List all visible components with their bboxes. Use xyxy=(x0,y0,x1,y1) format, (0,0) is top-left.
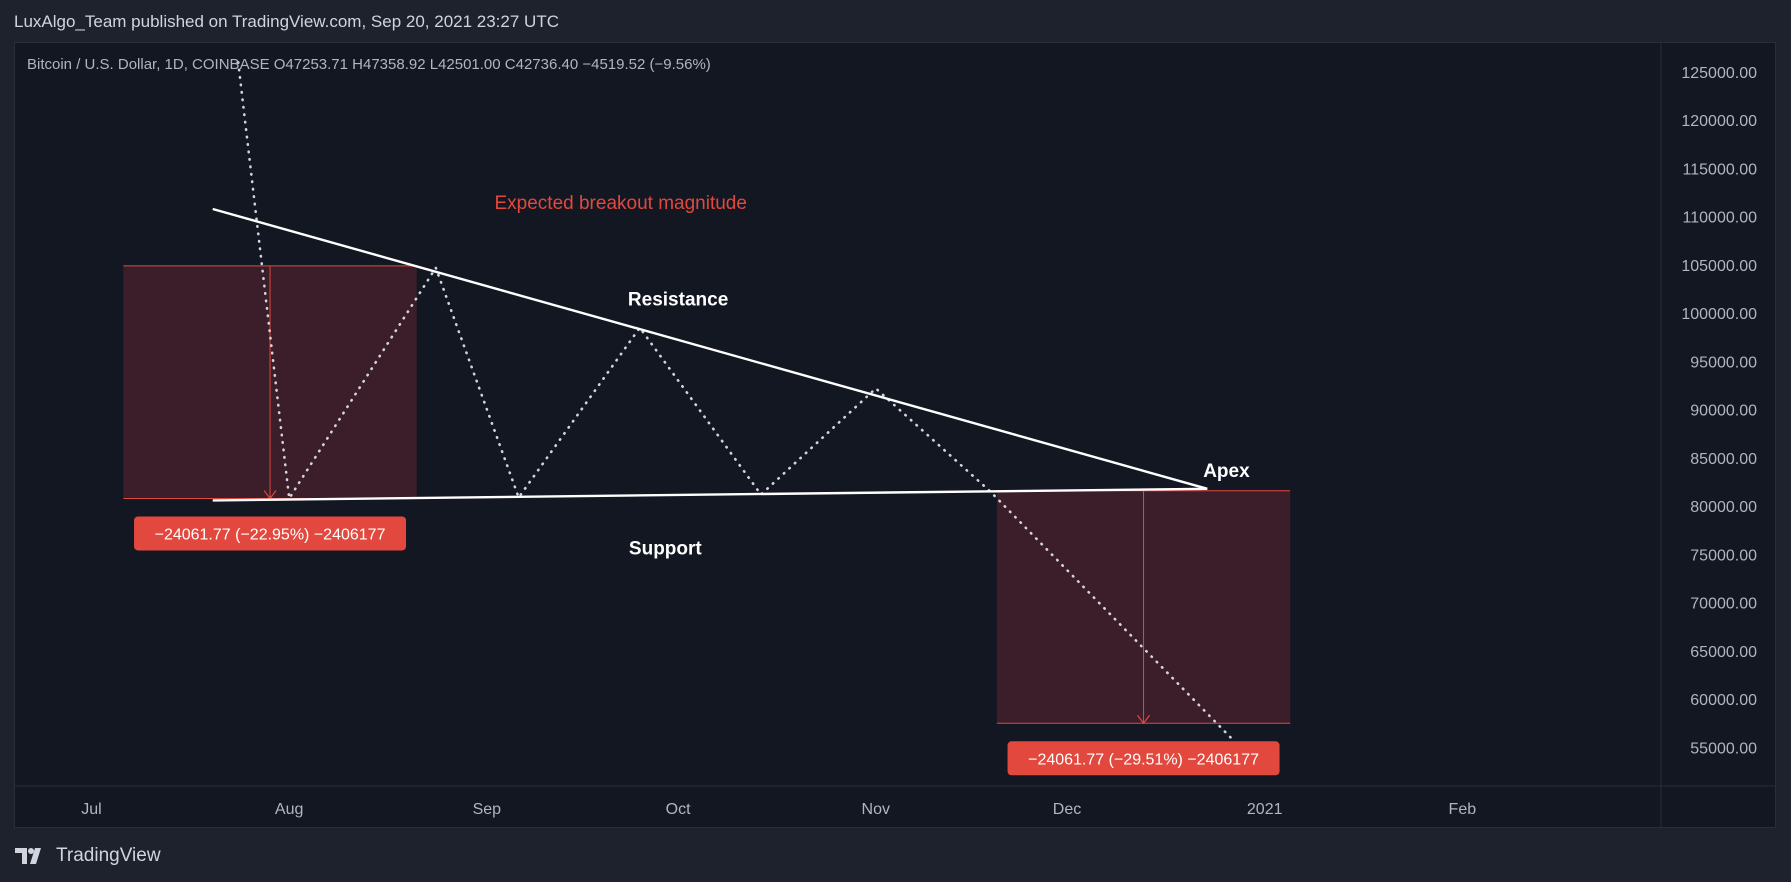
measure-label-badge xyxy=(1007,741,1280,776)
x-tick-label: Aug xyxy=(275,801,303,818)
measure-arrow-head xyxy=(1137,714,1151,725)
y-tick-label: 65000.00 xyxy=(1690,644,1757,661)
brand-name: TradingView xyxy=(56,845,161,866)
published-header: LuxAlgo_Team published on TradingView.co… xyxy=(14,12,559,31)
chart-annotations: Expected breakout magnitude Resistance Sup… xyxy=(494,193,1250,559)
chart-axes: 125000.00 120000.00 115000.00 110000.00 1050… xyxy=(15,43,1775,828)
x-tick-label: Sep xyxy=(473,801,502,818)
measure-boxes: −24061.77 (−22.95%) −2406177 −24061.77 (−… xyxy=(123,265,1291,776)
x-tick-label: Feb xyxy=(1449,801,1477,818)
measure-label-text: −24061.77 (−22.95%) −2406177 xyxy=(155,526,386,543)
y-tick-label: 60000.00 xyxy=(1690,692,1757,709)
x-tick-label: Nov xyxy=(862,801,890,818)
x-tick-label: 2021 xyxy=(1247,801,1283,818)
x-tick-label: Oct xyxy=(666,801,691,818)
annotation-text[interactable]: Support xyxy=(629,538,702,559)
y-tick-label: 85000.00 xyxy=(1690,451,1757,468)
y-tick-label: 120000.00 xyxy=(1681,113,1757,130)
y-tick-label: 115000.00 xyxy=(1683,161,1758,178)
tradingview-logo-icon xyxy=(15,848,41,864)
annotation-text[interactable]: Apex xyxy=(1203,461,1250,482)
annotation-text[interactable]: Resistance xyxy=(628,289,728,310)
chart-lines xyxy=(212,60,1235,742)
y-tick-label: 105000.00 xyxy=(1681,258,1757,275)
x-tick-label: Jul xyxy=(81,801,101,818)
measure-label-text: −24061.77 (−29.51%) −2406177 xyxy=(1028,751,1259,768)
brand[interactable]: TradingView xyxy=(14,836,161,876)
y-tick-label: 100000.00 xyxy=(1681,306,1757,323)
resistance-line[interactable] xyxy=(212,207,1208,490)
y-tick-label: 75000.00 xyxy=(1690,547,1757,564)
y-tick-label: 90000.00 xyxy=(1690,403,1757,420)
measure-arrow-head xyxy=(263,490,277,500)
y-tick-label: 125000.00 xyxy=(1681,65,1757,82)
support-line[interactable] xyxy=(212,487,1208,502)
annotation-text[interactable]: Expected breakout magnitude xyxy=(494,193,746,214)
y-tick-label: 95000.00 xyxy=(1690,354,1757,371)
y-tick-label: 110000.00 xyxy=(1683,210,1758,227)
y-tick-label: 70000.00 xyxy=(1690,596,1757,613)
y-tick-label: 80000.00 xyxy=(1690,499,1757,516)
measure-label-badge xyxy=(134,516,407,551)
y-tick-label: 55000.00 xyxy=(1690,740,1757,757)
symbol-info: Bitcoin / U.S. Dollar, 1D, COINBASE O472… xyxy=(27,56,711,73)
measure-label: −24061.77 (−22.95%) −2406177 xyxy=(134,516,407,551)
measure-label: −24061.77 (−29.51%) −2406177 xyxy=(1007,741,1280,776)
chart-svg[interactable]: −24061.77 (−22.95%) −2406177 −24061.77 (−… xyxy=(0,0,1791,830)
x-tick-label: Dec xyxy=(1053,801,1081,818)
